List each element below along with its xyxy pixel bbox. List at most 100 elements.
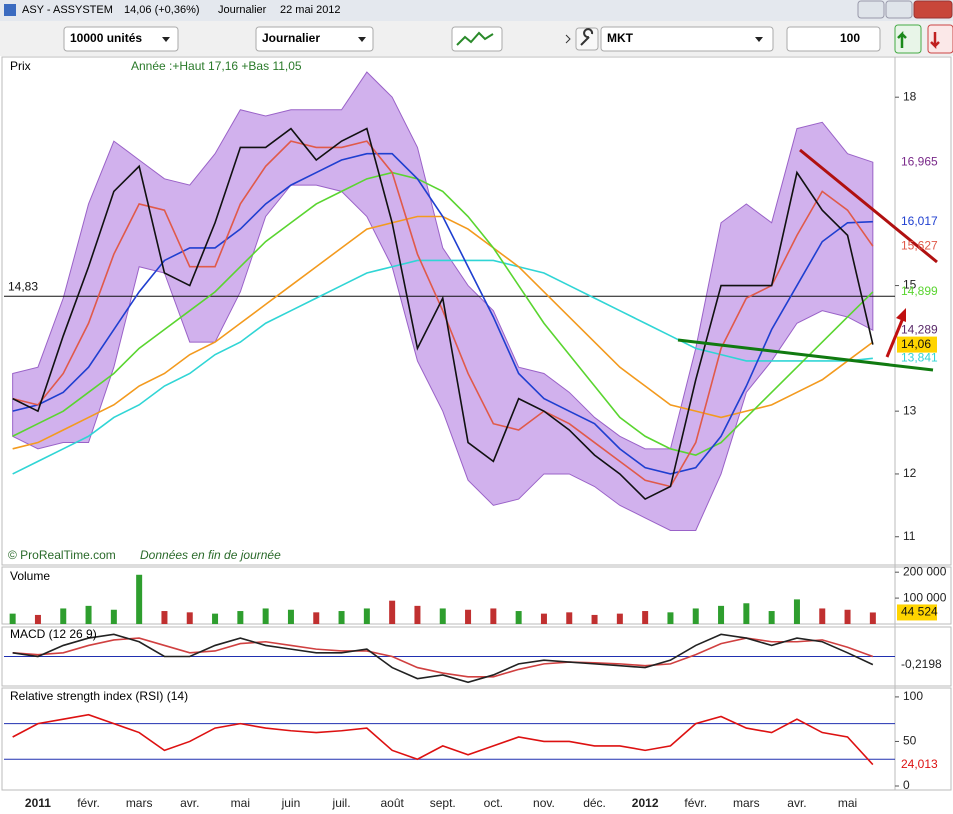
dropdown-arrow — [755, 37, 763, 42]
volume-bar — [515, 611, 522, 624]
volume-bar — [844, 609, 851, 624]
date: 22 mai 2012 — [280, 4, 341, 16]
panel-subtitle: Année :+Haut 17,16 +Bas 11,05 — [131, 59, 302, 73]
arrow-head — [896, 308, 906, 322]
trend-line — [799, 148, 938, 264]
icon — [897, 30, 907, 48]
y-tick-label: 100 — [903, 689, 923, 703]
volume-bar — [591, 614, 598, 624]
y-tick-label: 100 000 — [903, 590, 947, 604]
x-tick-label: déc. — [583, 796, 606, 810]
volume-bar — [85, 605, 92, 624]
y-tick-label: 0 — [903, 778, 910, 792]
x-tick-label: juin — [281, 796, 301, 810]
last-value-label: 24,013 — [901, 757, 938, 771]
period-select[interactable] — [255, 26, 374, 52]
volume-bar — [338, 611, 345, 624]
volume-bar — [439, 608, 446, 624]
volume-bar — [465, 609, 472, 624]
buy-button[interactable] — [894, 24, 922, 54]
x-tick-label: mai — [231, 796, 250, 810]
x-tick-label: avr. — [180, 796, 199, 810]
plot-area — [4, 71, 937, 787]
indicator-button[interactable] — [451, 26, 503, 52]
volume-bar — [287, 609, 294, 624]
close[interactable] — [913, 0, 953, 19]
panel-title: Relative strength index (RSI) (14) — [10, 689, 188, 703]
volume-bar — [389, 600, 396, 624]
dropdown-arrow — [358, 37, 366, 42]
quantity: 10000 unités — [70, 31, 142, 45]
x-tick-label: mars — [126, 796, 153, 810]
dropdown-arrow — [162, 37, 170, 42]
panel-title: Volume — [10, 569, 50, 583]
labels: Prix Année :+Haut 17,16 +Bas 11,05 © Pro… — [8, 59, 947, 810]
panel-title: MACD (12 26 9) — [10, 627, 97, 641]
y-tick-label: 13 — [903, 403, 917, 417]
quote: 14,06 (+0,36%) — [124, 4, 200, 16]
volume-bar — [136, 574, 143, 624]
amount: 100 — [840, 31, 860, 45]
volume-bar — [718, 605, 725, 624]
minimize[interactable] — [857, 0, 885, 19]
x-tick-label: août — [380, 796, 404, 810]
sell-button[interactable] — [927, 24, 953, 54]
period: Journalier — [218, 4, 267, 16]
series-line — [12, 633, 874, 684]
window-buttons[interactable] — [857, 0, 953, 19]
last-value-label: 44 524 — [901, 605, 938, 619]
volume-bar — [869, 612, 876, 624]
trend-line — [677, 338, 934, 372]
volume-bar — [692, 608, 699, 624]
x-tick-label: 2012 — [632, 796, 659, 810]
volume-bar — [237, 611, 244, 624]
volume-bar — [793, 599, 800, 624]
rsi-panel — [1, 687, 952, 791]
volume-bar — [642, 611, 649, 624]
volume-bar — [819, 608, 826, 624]
last-value-label: 14,289 — [901, 322, 938, 336]
x-tick-label: mai — [838, 796, 857, 810]
icon — [456, 31, 494, 46]
last-value-label: 16,017 — [901, 214, 938, 228]
last-value-label: 16,965 — [901, 154, 938, 168]
x-tick-label: sept. — [430, 796, 456, 810]
x-tick-label: mars — [733, 796, 760, 810]
app-icon — [4, 4, 16, 16]
x-tick-label: févr. — [684, 796, 707, 810]
last-value-label: 14,899 — [901, 284, 938, 298]
volume-bar — [667, 612, 674, 624]
amount-input[interactable] — [786, 26, 881, 52]
series-line — [12, 127, 874, 501]
icon — [930, 32, 940, 50]
series-line — [12, 637, 874, 678]
volume-bar — [212, 613, 219, 624]
x-tick-label: juil. — [332, 796, 351, 810]
volume-bar — [161, 611, 168, 624]
last-value-label: 15,627 — [901, 238, 938, 252]
volume-bar — [743, 603, 750, 624]
y-tick-label: 200 000 — [903, 564, 947, 578]
volume-bar — [186, 612, 193, 624]
y-tick-label: 18 — [903, 89, 917, 103]
y-tick-label: 50 — [903, 734, 917, 748]
volume-bar — [60, 608, 67, 624]
volume-bar — [540, 613, 547, 624]
panel-title: Prix — [10, 59, 31, 73]
order-type-select[interactable] — [600, 26, 774, 52]
note: Données en fin de journée — [140, 548, 281, 562]
maximize[interactable] — [885, 0, 913, 19]
volume-bar — [616, 613, 623, 624]
symbol: ASY - ASSYSTEM — [22, 4, 113, 16]
y-tick-label: 12 — [903, 466, 917, 480]
volume-panel — [1, 566, 952, 625]
last-value-label: 13,841 — [901, 351, 938, 365]
quantity-select[interactable] — [63, 26, 179, 52]
volume-bar — [566, 612, 573, 624]
order-type: MKT — [607, 31, 634, 45]
volume-bar — [490, 608, 497, 624]
series-line — [12, 152, 873, 475]
x-tick-label: févr. — [77, 796, 100, 810]
